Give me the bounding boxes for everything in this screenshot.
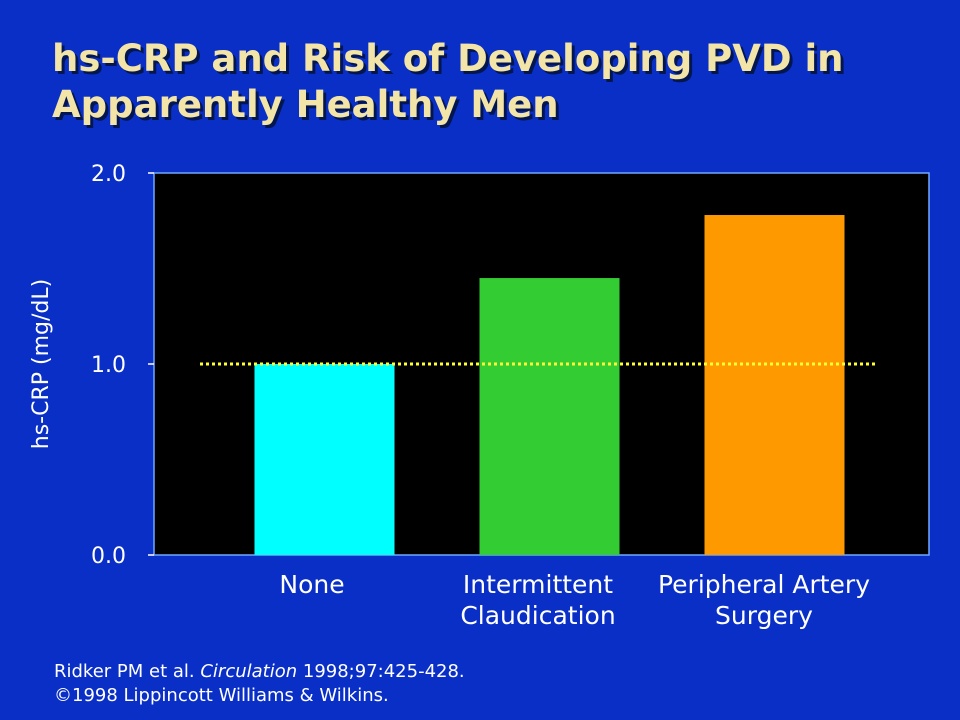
citation-reference: Ridker PM et al. Circulation 1998;97:425… (54, 660, 465, 684)
slide-title-line-2: Apparently Healthy Men (52, 83, 559, 126)
citation-authors: Ridker PM et al. (54, 661, 201, 682)
x-category-label-2-line-2: Claudication (460, 601, 615, 630)
citation-journal: Circulation (200, 661, 298, 682)
bar-2 (479, 278, 620, 555)
bar-3 (704, 215, 845, 555)
slide-title: hs-CRP and Risk of Developing PVD in App… (52, 36, 932, 128)
x-category-label-1: None (279, 570, 344, 599)
slide-title-line-1: hs-CRP and Risk of Developing PVD in (52, 37, 844, 80)
citation-copyright: ©1998 Lippincott Williams & Wilkins. (54, 685, 389, 706)
citation-details: 1998;97:425-428. (297, 661, 465, 682)
y-tick-label-1: 0.0 (91, 544, 126, 569)
y-tick-label-2: 1.0 (91, 353, 126, 378)
y-tick-label-3: 2.0 (91, 162, 126, 187)
x-category-label-3-line-1: Peripheral Artery (658, 570, 870, 599)
x-category-label-2-line-1: Intermittent (463, 570, 613, 599)
citation: Ridker PM et al. Circulation 1998;97:425… (54, 660, 465, 708)
bar-1 (254, 364, 395, 555)
y-axis-label: hs-CRP (mg/dL) (29, 279, 54, 449)
x-category-label-3-line-2: Surgery (715, 601, 813, 630)
